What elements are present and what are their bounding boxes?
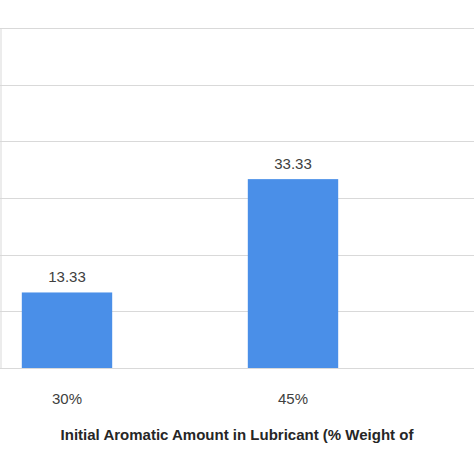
bar xyxy=(22,292,112,368)
x-tick: 30% xyxy=(52,368,82,407)
grid-line xyxy=(0,368,474,369)
chart: 13.33 33.33 30% 45% Initial Aromatic Amount … xyxy=(0,0,474,474)
bar xyxy=(248,179,338,368)
grid-line xyxy=(0,255,474,256)
x-tick-label: 45% xyxy=(278,390,308,407)
y-axis-line xyxy=(1,29,2,369)
x-tick-label: 30% xyxy=(52,390,82,407)
grid-line xyxy=(0,85,474,86)
x-axis: 30% 45% xyxy=(52,368,308,407)
bars xyxy=(22,179,338,368)
data-labels: 13.33 33.33 xyxy=(48,155,312,285)
y-axis xyxy=(0,29,2,369)
x-axis-title: Initial Aromatic Amount in Lubricant (% … xyxy=(61,426,415,443)
data-label: 13.33 xyxy=(48,268,86,285)
grid xyxy=(0,29,474,369)
x-tick: 45% xyxy=(278,368,308,407)
grid-line xyxy=(0,198,474,199)
grid-line xyxy=(0,28,474,29)
grid-line xyxy=(0,141,474,142)
data-label: 33.33 xyxy=(274,155,312,172)
